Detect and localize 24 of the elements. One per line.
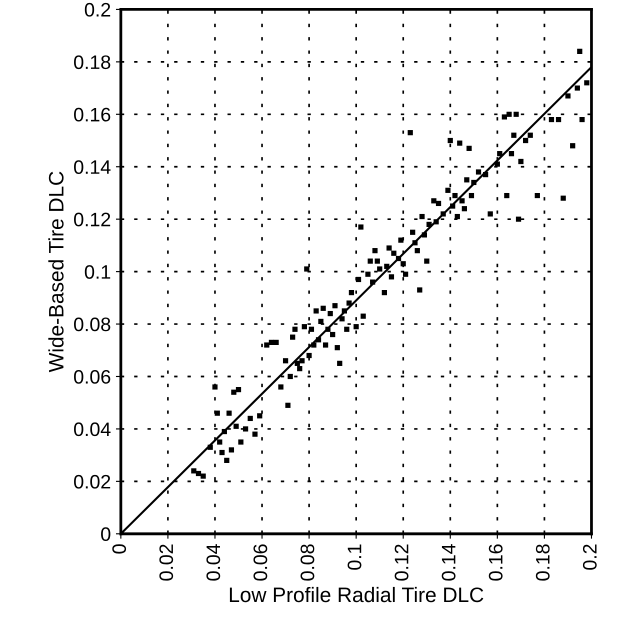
y-tick-label: 0.04 — [74, 422, 111, 436]
x-tick-label: 0.1 — [348, 544, 362, 570]
x-tick-label: 0.12 — [394, 544, 408, 581]
x-tick-label: 0.06 — [253, 544, 268, 581]
x-tick-label: 0.2 — [582, 544, 597, 570]
y-tick-label: 0.02 — [74, 474, 110, 489]
x-tick-label: 0.14 — [442, 544, 456, 581]
y-tick-label: 0.12 — [74, 212, 110, 226]
y-tick-label: 0.1 — [84, 265, 110, 279]
y-tick-label: 0.18 — [74, 55, 110, 70]
x-axis-title: Low Profile Radial Tire DLC — [230, 586, 484, 602]
y-tick-label: 0.08 — [74, 318, 110, 332]
y-tick-label: 0.2 — [84, 2, 110, 17]
x-tick-label: 0 — [112, 544, 126, 554]
x-tick-label: 0.02 — [159, 544, 174, 581]
x-tick-label: 0.04 — [206, 544, 220, 581]
y-tick-label: 0.14 — [74, 160, 111, 174]
y-tick-label: 0 — [101, 527, 110, 542]
x-tick-label: 0.08 — [300, 544, 314, 581]
x-tick-label: 0.16 — [488, 544, 503, 581]
y-axis-title: Wide-Based Tire DLC — [48, 172, 64, 372]
y-tick-label: 0.16 — [74, 108, 110, 122]
y-tick-label: 0.06 — [74, 370, 110, 384]
x-tick-label: 0.18 — [536, 544, 550, 581]
